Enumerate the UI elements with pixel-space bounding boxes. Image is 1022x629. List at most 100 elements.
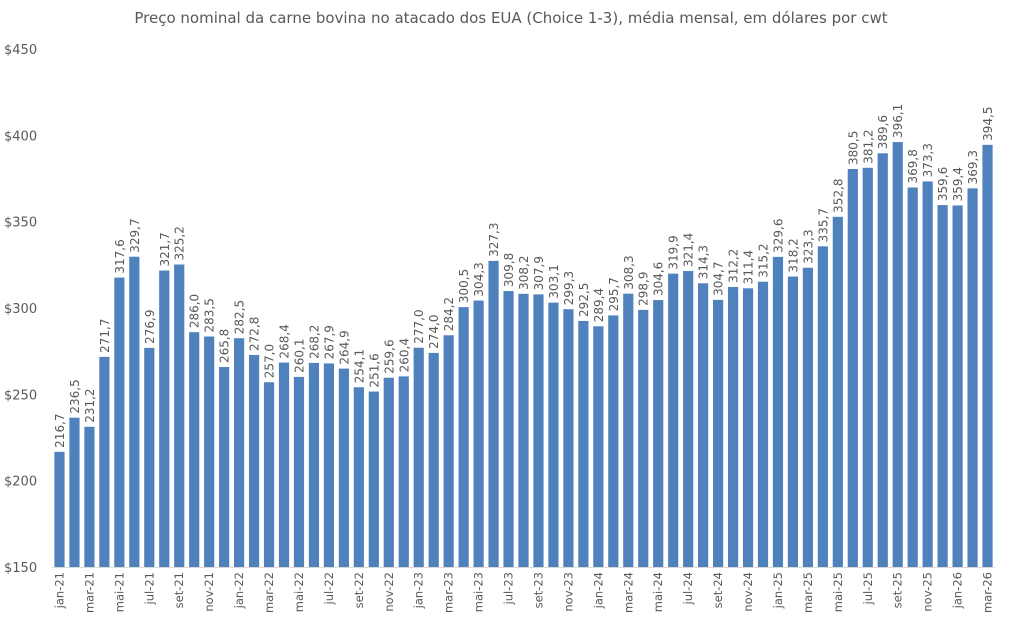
data-label: 274,0 (427, 315, 441, 349)
data-label: 257,0 (263, 344, 277, 378)
x-tick-label: set-21 (172, 572, 186, 608)
bar (533, 294, 544, 567)
x-tick-label: mai-23 (472, 572, 486, 612)
bar (323, 363, 335, 567)
data-label: 311,4 (742, 250, 756, 284)
x-tick-label: mai-22 (292, 572, 306, 612)
bar (278, 362, 290, 567)
x-tick-label: nov-22 (382, 572, 396, 612)
data-label: 260,4 (397, 338, 411, 372)
data-label: 321,4 (682, 233, 696, 267)
data-label: 369,3 (966, 150, 980, 184)
data-label: 373,3 (921, 143, 935, 177)
data-label: 327,3 (487, 223, 501, 257)
data-label: 265,8 (218, 329, 232, 363)
bar (578, 320, 589, 567)
bar (204, 336, 215, 567)
bar (353, 387, 364, 567)
x-tick-label: jul-21 (142, 572, 156, 605)
data-label: 312,2 (727, 249, 741, 283)
x-tick-label: set-24 (711, 572, 725, 608)
x-tick-label: nov-25 (921, 572, 935, 612)
data-label: 251,6 (367, 353, 381, 387)
bar (234, 338, 245, 567)
data-label: 276,9 (143, 310, 157, 344)
x-tick-label: mar-25 (801, 572, 815, 613)
data-label: 259,6 (382, 339, 396, 373)
x-tick-label: nov-24 (741, 572, 755, 612)
data-label: 389,6 (876, 115, 890, 149)
bar (548, 302, 559, 567)
data-label: 268,2 (307, 325, 321, 359)
data-label: 325,2 (173, 226, 187, 260)
data-label: 231,2 (83, 388, 97, 422)
x-tick-label: mar-22 (262, 572, 276, 613)
bar (623, 293, 634, 567)
data-label: 267,9 (322, 325, 336, 359)
data-label: 321,7 (158, 232, 172, 266)
bar (54, 451, 65, 567)
data-label: 369,8 (906, 149, 920, 183)
data-label: 323,3 (801, 229, 815, 263)
x-tick-label: mar-26 (981, 572, 995, 613)
bar (877, 153, 888, 568)
bar (159, 270, 170, 567)
x-tick-label: jul-24 (681, 572, 695, 605)
bar (907, 187, 918, 567)
bar (69, 417, 80, 567)
bar (293, 376, 305, 567)
x-tick-label: jan-25 (771, 572, 785, 609)
bar (338, 368, 349, 567)
bar (144, 347, 155, 567)
data-label: 319,9 (667, 235, 681, 269)
y-tick-label: $250 (4, 388, 37, 403)
data-label: 282,5 (233, 300, 247, 334)
data-label: 292,5 (577, 283, 591, 317)
data-label: 335,7 (816, 208, 830, 242)
bar (368, 391, 379, 567)
data-label: 303,1 (547, 264, 561, 298)
data-label: 283,5 (203, 298, 217, 332)
x-tick-label: jul-22 (322, 572, 336, 605)
data-label: 359,4 (951, 167, 965, 201)
data-label: 271,7 (98, 319, 112, 353)
bar (952, 205, 963, 567)
data-label: 264,9 (337, 330, 351, 364)
y-tick-label: $300 (4, 302, 37, 317)
bar (712, 299, 724, 567)
bar (683, 271, 694, 567)
x-tick-label: mar-24 (621, 572, 635, 613)
bar (982, 144, 993, 567)
x-tick-label: jan-26 (951, 572, 965, 609)
bar (503, 291, 514, 567)
data-label: 304,3 (472, 262, 486, 296)
data-label: 260,1 (292, 339, 306, 373)
bar (563, 309, 574, 567)
data-label: 299,3 (562, 271, 576, 305)
bar (114, 277, 125, 567)
bar (263, 382, 275, 567)
x-tick-label: jan-23 (412, 572, 426, 609)
bar (99, 356, 110, 567)
data-label: 396,1 (891, 104, 905, 138)
data-label: 308,2 (517, 255, 531, 289)
bar (189, 332, 200, 567)
bar (398, 376, 409, 567)
data-label: 284,2 (442, 297, 456, 331)
x-tick-label: set-25 (891, 572, 905, 608)
data-label: 317,6 (113, 239, 127, 273)
data-label: 314,3 (697, 245, 711, 279)
x-tick-label: mar-23 (442, 572, 456, 613)
bar (473, 300, 484, 567)
x-tick-label: mai-21 (112, 572, 126, 612)
data-label: 286,0 (188, 294, 202, 328)
bar (668, 273, 679, 567)
data-label: 308,3 (622, 255, 636, 289)
data-label: 300,5 (457, 269, 471, 303)
bar (862, 167, 873, 567)
bar (698, 283, 709, 567)
x-tick-label: jan-24 (591, 572, 605, 609)
bar (653, 300, 664, 567)
bar (742, 288, 754, 567)
bar (802, 267, 813, 567)
